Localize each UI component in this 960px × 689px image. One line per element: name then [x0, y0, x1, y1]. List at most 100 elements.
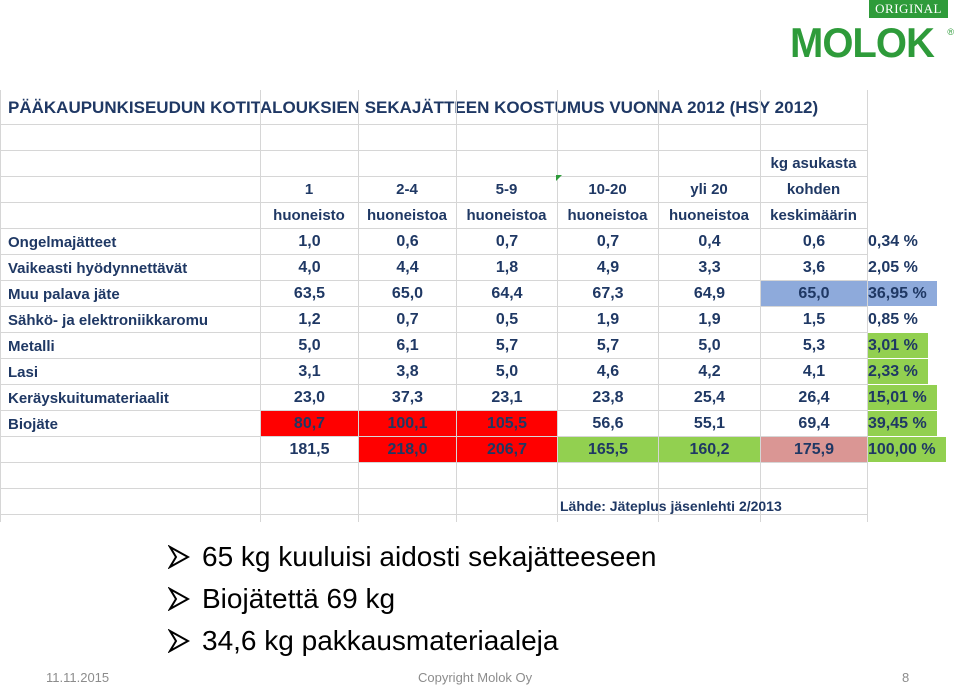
column-header: huoneisto [273, 206, 345, 224]
grid-line [0, 90, 1, 522]
table-cell: 65,0 [391, 284, 424, 302]
total-cell: 165,5 [558, 437, 658, 462]
grid-line [0, 410, 868, 411]
grid-line [260, 90, 261, 522]
table-cell: 1,9 [698, 310, 721, 328]
grid-line [0, 384, 868, 385]
grid-line [0, 176, 868, 177]
table-cell: 23,1 [491, 388, 523, 406]
column-header: 5-9 [495, 180, 518, 198]
table-cell: 1,2 [298, 310, 321, 328]
bullet-item: Biojätettä 69 kg [168, 578, 657, 620]
table-cell: 65,0 [761, 281, 867, 306]
row-label: Sähkö- ja elektroniikkaromu [8, 311, 209, 329]
total-cell: 181,5 [289, 440, 330, 458]
row-label: Ongelmajätteet [8, 233, 117, 251]
bullet-text: 34,6 kg pakkausmateriaaleja [202, 625, 559, 656]
column-header: 10-20 [588, 180, 627, 198]
percent-cell: 3,01 % [868, 333, 928, 358]
cell-comment-marker [556, 175, 562, 181]
footer-page-number: 8 [902, 670, 910, 685]
grid-line [0, 514, 868, 515]
table-cell: 100,1 [359, 411, 456, 436]
percent-cell: 15,01 % [868, 385, 937, 410]
table-cell: 4,2 [698, 362, 721, 380]
table-cell: 23,0 [293, 388, 326, 406]
table-cell: 64,9 [693, 284, 726, 302]
logo-badge: ORIGINAL [869, 0, 948, 18]
grid-line [0, 228, 868, 229]
grid-line [358, 90, 359, 522]
column-header [358, 150, 456, 176]
column-header: keskimäärin [770, 206, 857, 224]
footer-date: 11.11.2015 [46, 670, 110, 685]
bullet-text: 65 kg kuuluisi aidosti sekajätteeseen [202, 541, 657, 572]
arrow-bullet-icon [168, 545, 190, 569]
column-header: kg asukasta [770, 154, 857, 172]
column-header: 1 [304, 180, 314, 198]
table-cell: 1,9 [596, 310, 620, 328]
table-cell: 4,4 [396, 258, 419, 276]
column-header: yli 20 [690, 180, 728, 198]
row-label: Biojäte [8, 415, 59, 433]
total-cell: 160,2 [659, 437, 760, 462]
percent-cell: 2,33 % [868, 359, 928, 384]
arrow-bullet-icon [168, 629, 190, 653]
row-label: Vaikeasti hyödynnettävät [8, 259, 188, 277]
table-cell: 63,5 [293, 284, 326, 302]
table-cell: 1,8 [495, 258, 519, 276]
grid-line [867, 90, 868, 522]
logo-registered-mark: ® [947, 27, 954, 37]
source-note: Lähde: Jäteplus jäsenlehti 2/2013 [560, 498, 782, 514]
table-cell: 25,4 [693, 388, 726, 406]
grid-line [0, 202, 868, 203]
grid-line [0, 436, 868, 437]
table-cell: 67,3 [592, 284, 624, 302]
bullet-item: 65 kg kuuluisi aidosti sekajätteeseen [168, 536, 657, 578]
table-cell: 26,4 [798, 388, 830, 406]
table-cell: 55,1 [693, 414, 726, 432]
grid-line [0, 280, 868, 281]
table-cell: 0,7 [596, 232, 620, 250]
table-cell: 4,9 [596, 258, 620, 276]
molok-logo: ORIGINAL MOLOK ® [788, 0, 956, 67]
grid-line [557, 90, 558, 522]
table-cell: 4,1 [802, 362, 826, 380]
total-percent-cell: 100,00 % [868, 437, 946, 462]
percent-cell: 39,45 % [868, 411, 937, 436]
table-cell: 0,4 [698, 232, 721, 250]
table-cell: 80,7 [261, 411, 358, 436]
column-header: kohden [786, 180, 841, 198]
table-cell: 0,7 [396, 310, 419, 328]
column-header [260, 150, 358, 176]
grid-line [0, 358, 868, 359]
grid-line [760, 90, 761, 522]
column-header: huoneistoa [466, 206, 547, 224]
logo-wordmark: MOLOK [790, 20, 935, 67]
table-cell: 64,4 [491, 284, 523, 302]
bullet-list: 65 kg kuuluisi aidosti sekajätteeseen Bi… [168, 536, 657, 662]
percent-cell: 0,85 % [868, 310, 918, 328]
table-cell: 0,7 [495, 232, 519, 250]
table-cell: 3,3 [698, 258, 721, 276]
bullet-text: Biojätettä 69 kg [202, 583, 396, 614]
waste-composition-table: PÄÄKAUPUNKISEUDUN KOTITALOUKSIEN SEKAJÄT… [0, 90, 960, 522]
grid-line [456, 90, 457, 522]
total-cell: 175,9 [761, 437, 867, 462]
table-cell: 0,6 [802, 232, 826, 250]
total-cell: 218,0 [359, 437, 456, 462]
table-cell: 0,6 [396, 232, 419, 250]
column-header [557, 150, 658, 176]
table-cell: 4,6 [596, 362, 620, 380]
total-cell: 206,7 [457, 437, 557, 462]
percent-cell: 0,34 % [868, 232, 918, 250]
table-cell: 105,5 [457, 411, 557, 436]
row-label: Keräyskuitumateriaalit [8, 389, 169, 407]
row-label: Muu palava jäte [8, 285, 120, 303]
grid-line [0, 462, 868, 463]
grid-line [0, 306, 868, 307]
column-header [658, 150, 760, 176]
table-cell: 5,0 [495, 362, 519, 380]
table-cell: 4,0 [298, 258, 321, 276]
table-cell: 5,3 [802, 336, 826, 354]
